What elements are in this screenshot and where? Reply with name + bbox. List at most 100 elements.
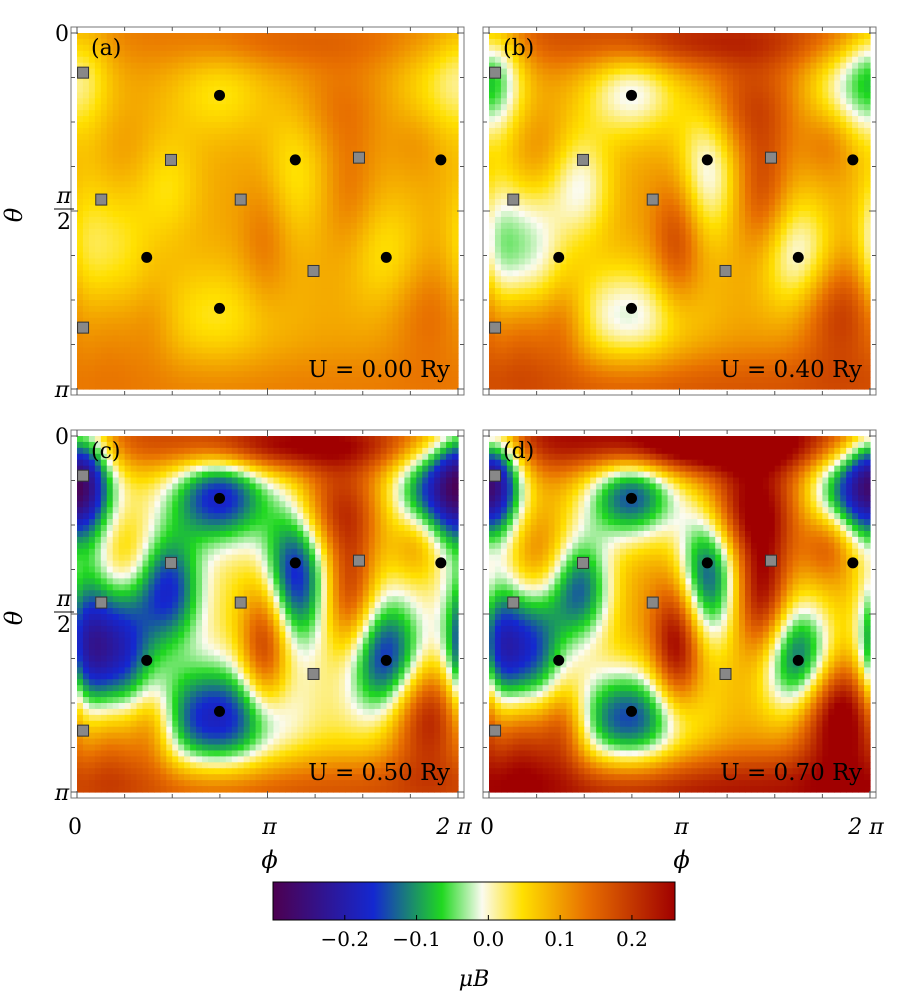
heatmap-cell — [82, 276, 90, 283]
heatmap-cell — [261, 252, 269, 260]
heatmap-cell — [524, 116, 532, 123]
heatmap-cell — [88, 157, 96, 165]
heatmap-cell — [518, 62, 526, 70]
heatmap-cell — [768, 116, 776, 123]
heatmap-cell — [88, 56, 96, 64]
heatmap-cell — [124, 110, 132, 117]
heatmap-cell — [154, 335, 161, 343]
heatmap-cell — [398, 252, 406, 260]
heatmap-cell — [136, 222, 144, 230]
heatmap-cell — [106, 294, 114, 301]
heatmap-cell — [273, 104, 280, 111]
heatmap-cell — [207, 127, 215, 135]
heatmap-cell — [148, 211, 155, 218]
heatmap-cell — [225, 33, 233, 40]
heatmap-cell — [703, 38, 710, 46]
heatmap-cell — [130, 335, 138, 343]
heatmap-cell — [291, 240, 298, 248]
heatmap-cell — [608, 98, 615, 105]
heatmap-cell — [88, 205, 96, 212]
heatmap-cell — [291, 127, 298, 135]
heatmap-cell — [631, 80, 639, 87]
heatmap-cell — [410, 359, 417, 366]
heatmap-cell — [631, 98, 639, 105]
heatmap-cell — [249, 80, 257, 87]
heatmap-cell — [697, 74, 704, 82]
heatmap-cell — [332, 246, 340, 254]
heatmap-cell — [202, 335, 209, 343]
heatmap-cell — [536, 38, 544, 46]
heatmap-cell — [703, 122, 710, 129]
heatmap-cell — [130, 211, 138, 218]
heatmap-cell — [88, 383, 96, 390]
heatmap-cell — [368, 234, 376, 242]
heatmap-cell — [255, 288, 263, 295]
heatmap-cell — [267, 323, 275, 331]
heatmap-cell — [136, 163, 144, 171]
heatmap-cell — [452, 145, 459, 153]
heatmap-cell — [637, 62, 645, 70]
heatmap-cell — [344, 104, 352, 111]
heatmap-cell — [94, 300, 102, 307]
heatmap-cell — [356, 317, 364, 325]
heatmap-cell — [374, 199, 382, 206]
heatmap-cell — [285, 377, 292, 384]
heatmap-cell — [178, 305, 185, 313]
heatmap-cell — [273, 92, 280, 99]
heatmap-cell — [786, 98, 794, 105]
heatmap-cell — [614, 62, 621, 70]
heatmap-cell — [560, 38, 567, 46]
heatmap-cell — [332, 228, 340, 236]
heatmap-cell — [422, 359, 429, 366]
heatmap-cell — [428, 276, 435, 283]
heatmap-cell — [225, 383, 233, 390]
heatmap-cell — [154, 359, 161, 366]
heatmap-cell — [810, 110, 818, 117]
heatmap-cell — [213, 98, 221, 105]
heatmap-cell — [166, 110, 173, 117]
heatmap-cell — [291, 205, 298, 212]
heatmap-cell — [267, 365, 275, 372]
heatmap-cell — [440, 264, 447, 271]
heatmap-cell — [709, 92, 716, 99]
heatmap-cell — [756, 50, 764, 58]
heatmap-cell — [124, 365, 132, 372]
heatmap-cell — [172, 50, 179, 58]
heatmap-cell — [112, 145, 120, 153]
heatmap-cell — [279, 92, 286, 99]
heatmap-cell — [489, 98, 496, 105]
heatmap-cell — [404, 270, 411, 277]
heatmap-cell — [112, 50, 120, 58]
heatmap-cell — [374, 175, 382, 182]
heatmap-cell — [94, 294, 102, 301]
heatmap-cell — [202, 139, 209, 147]
heatmap-cell — [261, 193, 269, 200]
heatmap-cell — [739, 98, 746, 105]
heatmap-cell — [160, 92, 167, 99]
heatmap-cell — [148, 377, 155, 384]
heatmap-cell — [392, 110, 400, 117]
heatmap-cell — [267, 133, 275, 141]
heatmap-cell — [273, 365, 280, 372]
heatmap-cell — [237, 282, 245, 289]
heatmap-cell — [398, 228, 406, 236]
heatmap-cell — [285, 246, 292, 254]
heatmap-cell — [446, 163, 453, 171]
heatmap-cell — [374, 86, 382, 93]
heatmap-cell — [231, 62, 239, 70]
heatmap-cell — [828, 33, 835, 40]
heatmap-cell — [136, 127, 144, 135]
heatmap-cell — [518, 74, 526, 82]
heatmap-cell — [309, 377, 316, 384]
heatmap-cell — [422, 98, 429, 105]
heatmap-cell — [344, 211, 352, 218]
heatmap-cell — [213, 38, 221, 46]
heatmap-cell — [590, 98, 597, 105]
heatmap-cell — [321, 80, 328, 87]
heatmap-cell — [267, 38, 275, 46]
heatmap-cell — [542, 86, 550, 93]
heatmap-cell — [172, 56, 179, 64]
heatmap-cell — [166, 163, 173, 171]
heatmap-cell — [649, 38, 657, 46]
heatmap-cell — [327, 359, 334, 366]
